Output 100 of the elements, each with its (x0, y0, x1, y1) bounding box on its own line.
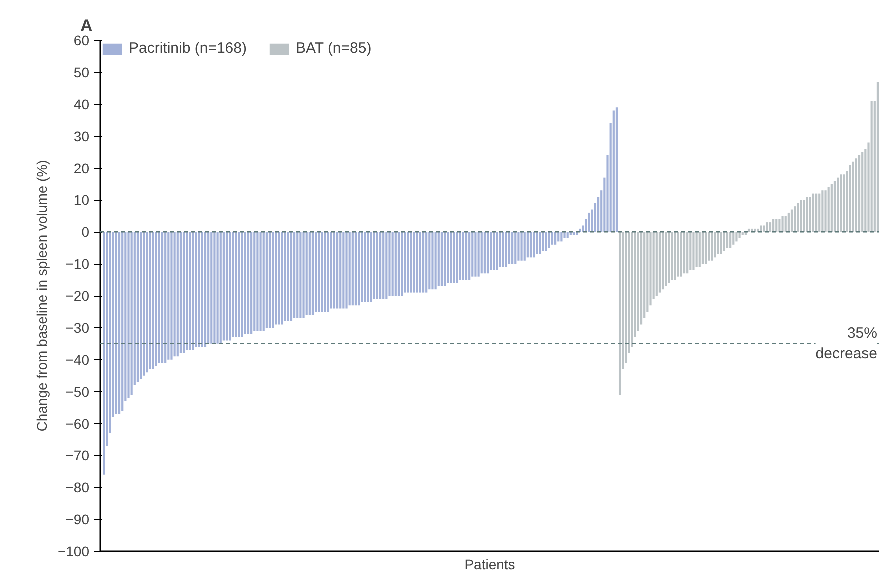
bar (806, 196, 808, 232)
bar (816, 194, 818, 232)
bar (268, 232, 272, 328)
bar (548, 232, 550, 248)
ref-line-label: 35% decrease (816, 325, 878, 363)
bar (508, 232, 511, 264)
y-tick-label: −10 (66, 256, 90, 272)
bar (870, 101, 873, 232)
bar (484, 232, 486, 274)
bar (342, 232, 345, 309)
bar (428, 232, 431, 290)
bar (262, 232, 265, 332)
bar (122, 232, 124, 411)
bar (287, 232, 290, 322)
bar (518, 232, 520, 261)
bar (155, 232, 158, 366)
y-tick-label: 10 (74, 192, 90, 208)
bar (158, 232, 160, 364)
bar (686, 232, 689, 274)
bar (822, 190, 824, 232)
bar (247, 232, 250, 334)
bar (450, 232, 452, 284)
bar (315, 232, 318, 312)
bar (736, 232, 738, 242)
bar (843, 174, 846, 232)
legend-label: Pacritinib (n=168) (129, 40, 247, 57)
bar (238, 232, 240, 338)
bar (440, 232, 443, 286)
bar (612, 110, 615, 232)
bar (130, 232, 133, 396)
bar (284, 232, 286, 322)
bar (763, 226, 766, 232)
bar (426, 232, 428, 293)
y-tick-label: 20 (74, 160, 90, 176)
bar (490, 232, 492, 270)
bar (788, 212, 790, 232)
bar (462, 232, 464, 280)
bar (690, 232, 692, 270)
bar (566, 232, 569, 239)
bar (306, 232, 308, 316)
bar (336, 232, 339, 309)
bar (235, 232, 238, 338)
bar (824, 190, 827, 232)
bar (852, 162, 854, 232)
bar (680, 232, 682, 277)
bar (480, 232, 483, 274)
bar (186, 232, 188, 350)
bar (526, 232, 529, 258)
bar (296, 232, 299, 318)
bar (189, 232, 192, 350)
y-tick-label: 0 (82, 224, 90, 240)
bar (704, 232, 708, 264)
bar (818, 194, 821, 232)
bar (732, 232, 735, 245)
bar (170, 232, 173, 360)
bar (855, 158, 858, 232)
bar (514, 232, 517, 264)
bar (174, 232, 176, 357)
bar (616, 108, 618, 232)
y-tick-label: −80 (66, 480, 90, 496)
y-axis-title: Change from baseline in spleen volume (%) (34, 160, 50, 432)
bar (370, 232, 372, 302)
bar (662, 232, 664, 290)
bar (459, 232, 462, 280)
bar (324, 232, 326, 312)
bar (564, 232, 566, 239)
y-tick-label: −90 (66, 512, 90, 528)
bar (778, 219, 781, 232)
bar (545, 232, 548, 252)
bar (542, 232, 544, 252)
bar (554, 232, 557, 245)
bar (136, 232, 140, 382)
bar (407, 232, 410, 293)
y-tick-label: −20 (66, 288, 90, 304)
bar (354, 232, 358, 306)
bar (656, 232, 658, 296)
bar (419, 232, 422, 293)
bar (214, 232, 216, 344)
bar (333, 232, 336, 309)
bar (474, 232, 477, 277)
bar (496, 232, 498, 270)
bar (723, 232, 726, 252)
bar (456, 232, 458, 284)
bar (683, 232, 686, 274)
bar (772, 219, 775, 232)
x-axis-title: Patients (464, 556, 516, 572)
bar (493, 232, 496, 270)
bar (229, 232, 232, 341)
bar (208, 232, 210, 344)
bar (195, 232, 198, 348)
bar (386, 232, 388, 300)
bar (244, 232, 246, 334)
bar (348, 232, 351, 306)
bar (266, 232, 268, 328)
bar (434, 232, 437, 290)
bar (327, 232, 330, 312)
bar (468, 232, 471, 280)
bar (321, 232, 324, 312)
bar (146, 232, 148, 373)
bar (340, 232, 342, 309)
